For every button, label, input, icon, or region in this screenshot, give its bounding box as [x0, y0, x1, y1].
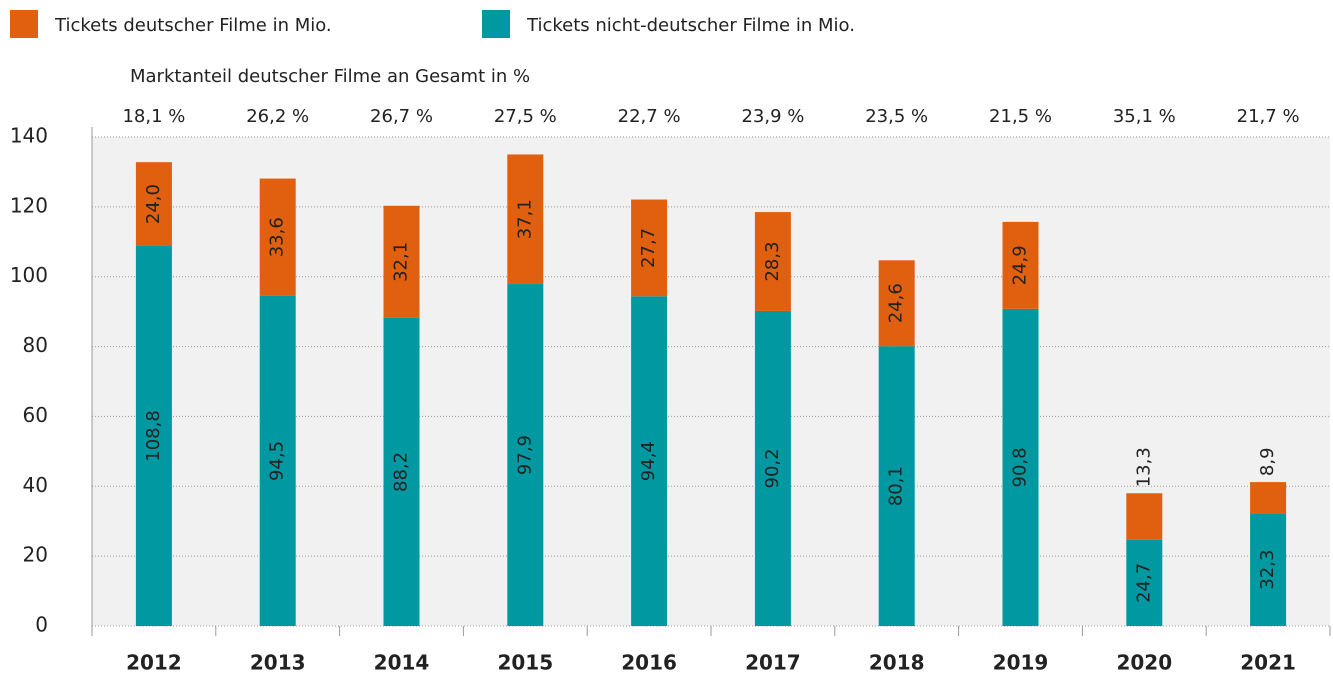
share-label: 26,7 % [370, 106, 433, 127]
share-label: 18,1 % [122, 106, 185, 127]
legend-swatch [482, 10, 510, 38]
bar-segment [507, 284, 544, 626]
bar-segment [878, 260, 915, 347]
bar-segment [1002, 221, 1039, 309]
bar-segment [631, 296, 668, 626]
y-tick-label: 120 [10, 193, 48, 217]
bar-segment [259, 295, 296, 626]
y-tick-label: 40 [23, 473, 48, 497]
x-tick-label: 2018 [869, 651, 925, 675]
value-label: 24,7 [1133, 563, 1154, 603]
value-label: 90,2 [762, 448, 783, 488]
bar-segment [1126, 493, 1163, 540]
share-label: 35,1 % [1113, 106, 1176, 127]
share-label: 26,2 % [246, 106, 309, 127]
x-tick-label: 2019 [993, 651, 1049, 675]
value-label: 94,5 [267, 441, 288, 481]
value-label: 97,9 [514, 435, 535, 475]
bar-segment [1126, 539, 1163, 626]
y-tick-label: 80 [23, 333, 48, 357]
bar-segment [135, 245, 172, 626]
x-tick-label: 2021 [1240, 651, 1296, 675]
value-label: 32,3 [1257, 550, 1278, 590]
share-label: 21,5 % [989, 106, 1052, 127]
value-label: 24,0 [143, 184, 164, 224]
bar-segment [1250, 482, 1287, 514]
value-label: 8,9 [1257, 447, 1278, 476]
bar-segment [135, 162, 172, 246]
value-label: 33,6 [267, 217, 288, 257]
bar-segment [878, 346, 915, 626]
value-label: 28,3 [762, 241, 783, 281]
y-tick-label: 20 [23, 543, 48, 567]
bar-segment [507, 154, 544, 285]
bar-segment [259, 178, 296, 296]
x-tick-label: 2020 [1116, 651, 1172, 675]
bar-segment [631, 199, 668, 297]
y-tick-label: 140 [10, 124, 48, 148]
share-label: 23,9 % [741, 106, 804, 127]
y-tick-label: 100 [10, 263, 48, 287]
share-label: 23,5 % [865, 106, 928, 127]
value-label: 37,1 [514, 199, 535, 239]
x-tick-label: 2013 [250, 651, 306, 675]
value-label: 94,4 [638, 441, 659, 481]
bar-segment [383, 205, 420, 318]
plot-background [92, 137, 1330, 626]
x-tick-label: 2014 [374, 651, 430, 675]
value-label: 32,1 [391, 242, 412, 282]
share-title: Marktanteil deutscher Filme an Gesamt in… [130, 66, 530, 87]
legend-swatch [10, 10, 38, 38]
x-tick-label: 2016 [621, 651, 677, 675]
value-label: 108,8 [143, 410, 164, 462]
x-tick-label: 2015 [497, 651, 553, 675]
share-label: 22,7 % [618, 106, 681, 127]
bar-segment [754, 212, 791, 311]
bar-segment [383, 317, 420, 626]
bar-segment [754, 310, 791, 626]
legend-label: Tickets deutscher Filme in Mio. [54, 15, 332, 36]
value-label: 24,9 [1010, 245, 1031, 285]
x-tick-label: 2012 [126, 651, 182, 675]
y-tick-label: 0 [35, 613, 48, 637]
share-label: 21,7 % [1237, 106, 1300, 127]
share-label: 27,5 % [494, 106, 557, 127]
value-label: 24,6 [886, 283, 907, 323]
bar-segment [1002, 308, 1039, 626]
value-label: 27,7 [638, 228, 659, 268]
value-label: 88,2 [391, 452, 412, 492]
value-label: 90,8 [1010, 447, 1031, 487]
value-label: 13,3 [1133, 447, 1154, 487]
bar-segment [1250, 513, 1287, 626]
y-tick-label: 60 [23, 403, 48, 427]
x-tick-label: 2017 [745, 651, 801, 675]
value-label: 80,1 [886, 466, 907, 506]
legend-label: Tickets nicht-deutscher Filme in Mio. [526, 15, 855, 36]
